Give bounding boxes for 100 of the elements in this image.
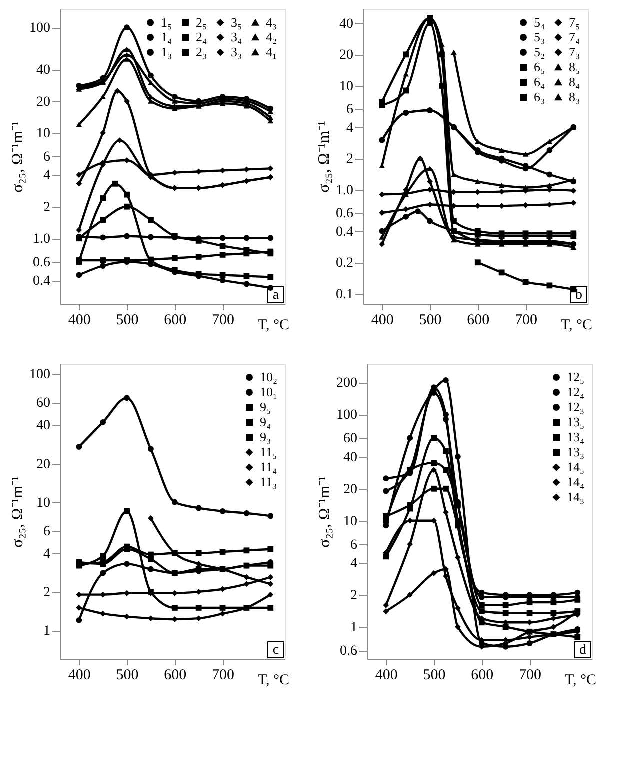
x-tick-label: 400 — [68, 668, 91, 684]
legend-label: 1₃ — [161, 44, 172, 60]
legend-label: 12₃ — [567, 400, 585, 414]
legend-label: 7₃ — [569, 44, 580, 60]
y-tick-label: 60 — [36, 396, 50, 412]
x-tick-label: 600 — [471, 668, 494, 684]
y-tick-label: 10 — [340, 79, 354, 94]
legend-label: 14₃ — [567, 490, 585, 504]
y-tick-label: 1.0 — [336, 183, 354, 198]
legend-label: 12₅ — [567, 370, 585, 384]
x-tick-label: 700 — [212, 668, 235, 684]
x-axis-title: T, °C — [258, 318, 290, 334]
legend-label: 7₄ — [569, 30, 580, 44]
annotation: d — [580, 643, 586, 658]
legend-label: 11₃ — [260, 474, 278, 490]
legend-label: 9₄ — [260, 414, 272, 430]
y-tick-label: 0.4 — [33, 274, 50, 290]
x-tick-label: 400 — [68, 312, 91, 328]
y-tick-label: 40 — [36, 63, 50, 78]
y-tick-label: 200 — [336, 376, 358, 392]
legend-label: 9₃ — [260, 430, 272, 444]
legend-label: 6₃ — [534, 90, 546, 104]
legend-label: 13₃ — [567, 444, 585, 460]
y-tick-label: 2 — [346, 152, 354, 168]
annotation: a — [272, 288, 280, 303]
y-tick-label: 100 — [336, 408, 358, 424]
y-tick-label: 20 — [344, 482, 358, 498]
legend-label: 8₃ — [569, 90, 580, 104]
legend-label: 6₄ — [534, 74, 546, 90]
y-tick-label: 2 — [350, 588, 358, 604]
y-tick-label: 10 — [36, 126, 50, 142]
y-tick-label: 0.6 — [33, 256, 50, 271]
legend-label: 4₂ — [266, 30, 278, 44]
legend-label: 10₁ — [260, 384, 278, 400]
legend-label: 3₄ — [231, 30, 242, 44]
y-tick-label: 6 — [44, 524, 50, 540]
y-tick-label: 4 — [350, 556, 358, 572]
annotation: c — [272, 643, 280, 658]
y-tick-label: 60 — [344, 432, 358, 447]
legend-label: 8₄ — [569, 74, 580, 90]
legend-label: 4₃ — [266, 14, 278, 30]
x-tick-label: 700 — [212, 312, 235, 328]
annotation: b — [576, 288, 582, 303]
y-tick-label: 2 — [44, 200, 50, 216]
y-tick-label: 0.1 — [336, 287, 354, 302]
y-tick-label: 0.6 — [340, 644, 358, 660]
x-axis-title: T, °C — [564, 672, 596, 688]
y-tick-label: 2 — [44, 585, 50, 600]
x-tick-label: 500 — [419, 312, 442, 328]
legend-label: 10₂ — [260, 370, 278, 384]
legend-label: 2₅ — [196, 14, 208, 30]
x-tick-label: 400 — [375, 668, 398, 684]
y-tick-label: 4 — [44, 546, 50, 562]
y-tick-label: 1.0 — [33, 232, 50, 248]
y-tick-label: 100 — [30, 368, 50, 383]
legend-label: 6₅ — [534, 60, 546, 74]
x-tick-label: 400 — [371, 312, 394, 328]
y-tick-label: 40 — [340, 16, 354, 32]
x-tick-label: 500 — [116, 312, 139, 328]
legend-label: 8₅ — [569, 60, 580, 74]
legend-label: 14₅ — [567, 460, 585, 474]
x-tick-label: 600 — [164, 668, 187, 684]
y-axis-title: σ₂₅, Ω⁻¹m⁻¹ — [10, 476, 26, 548]
legend-label: 1₄ — [161, 30, 172, 44]
x-tick-label: 500 — [423, 668, 446, 684]
y-tick-label: 10 — [344, 514, 358, 530]
legend-label: 2₄ — [196, 30, 208, 44]
legend-label: 3₅ — [231, 14, 242, 30]
x-tick-label: 600 — [467, 312, 490, 328]
legend-label: 9₅ — [260, 400, 272, 414]
y-tick-label: 20 — [340, 48, 354, 64]
y-axis-title: σ₂₅, Ω⁻¹m⁻¹ — [316, 476, 334, 548]
legend-label: 5₂ — [534, 44, 546, 60]
y-tick-label: 1 — [350, 620, 358, 636]
legend-label: 5₄ — [534, 14, 546, 30]
y-tick-label: 0.4 — [336, 224, 354, 240]
y-axis-title: σ₂₅, Ω⁻¹m⁻¹ — [10, 120, 26, 193]
y-tick-label: 6 — [350, 538, 358, 553]
legend-label: 3₃ — [231, 44, 242, 60]
legend-label: 11₅ — [260, 444, 278, 460]
y-tick-label: 6 — [44, 150, 50, 165]
y-tick-label: 40 — [36, 418, 50, 434]
y-tick-label: 20 — [36, 94, 50, 110]
x-tick-label: 500 — [116, 668, 139, 684]
y-tick-label: 1 — [44, 624, 50, 640]
legend-label: 14₄ — [567, 474, 585, 490]
legend-label: 1₅ — [161, 14, 172, 30]
legend-label: 5₃ — [534, 30, 546, 44]
y-tick-label: 10 — [36, 496, 50, 511]
y-axis-title: σ₂₅, Ω⁻¹m⁻¹ — [316, 120, 333, 193]
y-tick-label: 0.2 — [336, 256, 354, 272]
x-tick-label: 700 — [519, 668, 542, 684]
legend-label: 4₁ — [266, 44, 278, 60]
legend-label: 11₄ — [260, 460, 278, 474]
x-axis-title: T, °C — [560, 318, 592, 334]
legend-label: 13₅ — [567, 414, 585, 430]
legend-label: 12₄ — [567, 384, 585, 400]
x-tick-label: 600 — [164, 312, 187, 328]
y-tick-label: 100 — [30, 21, 50, 36]
y-tick-label: 4 — [44, 168, 50, 184]
